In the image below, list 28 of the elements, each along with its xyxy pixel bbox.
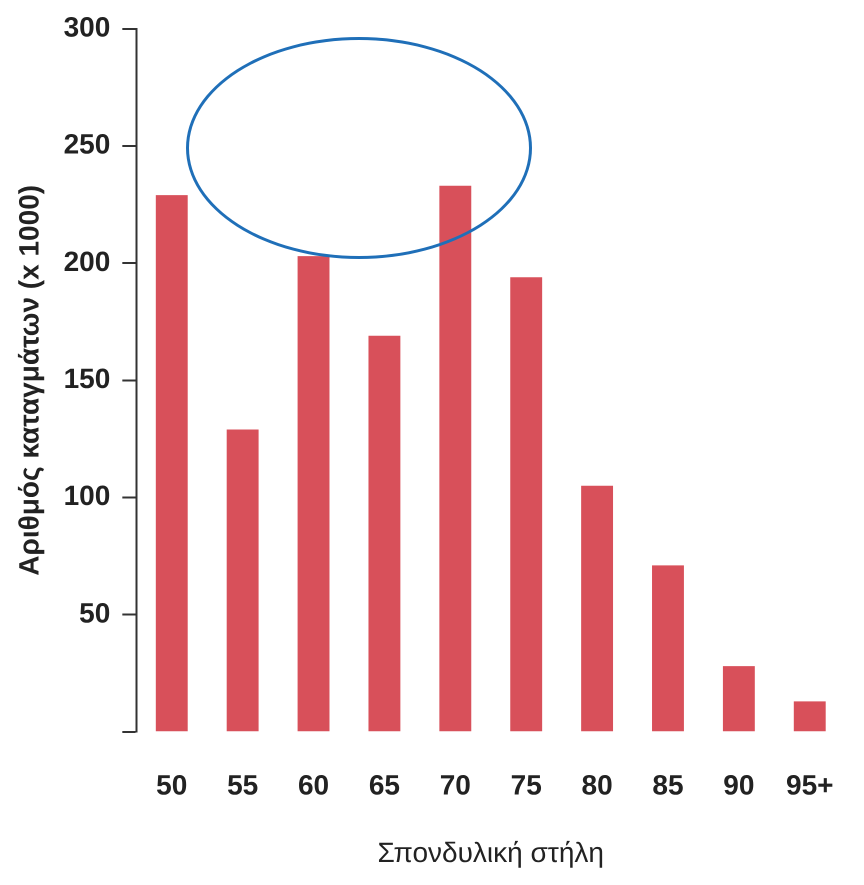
bar	[510, 277, 542, 732]
bar	[368, 336, 400, 732]
y-tick-label: 250	[64, 128, 110, 160]
x-tick-label: 50	[156, 769, 188, 800]
x-tick-label: 80	[582, 769, 613, 800]
y-tick-label: 100	[64, 480, 110, 512]
y-tick-label: 300	[64, 12, 110, 43]
x-tick-label: 55	[227, 769, 258, 800]
bar	[581, 486, 614, 732]
y-tick-label: 50	[79, 597, 110, 628]
x-tick-label: 65	[368, 769, 400, 800]
x-tick-label: 60	[298, 769, 330, 800]
x-tick-label: 90	[723, 769, 754, 800]
bar	[794, 701, 826, 732]
x-tick-label: 95+	[786, 769, 834, 800]
bar	[722, 666, 755, 732]
y-tick-label: 200	[64, 246, 110, 277]
x-axis-title: Σπονδυλική στήλη	[378, 836, 604, 868]
y-tick-label: 150	[64, 363, 110, 394]
bar	[156, 195, 188, 732]
bar	[298, 256, 330, 732]
bar	[226, 430, 259, 732]
x-tick-label: 70	[440, 769, 471, 800]
x-tick-label: 75	[510, 769, 542, 800]
x-tick-label: 85	[652, 769, 684, 800]
y-axis-title: Αριθμός καταγμάτων (x 1000)	[14, 184, 45, 576]
bar	[439, 186, 472, 732]
bar	[652, 565, 684, 732]
